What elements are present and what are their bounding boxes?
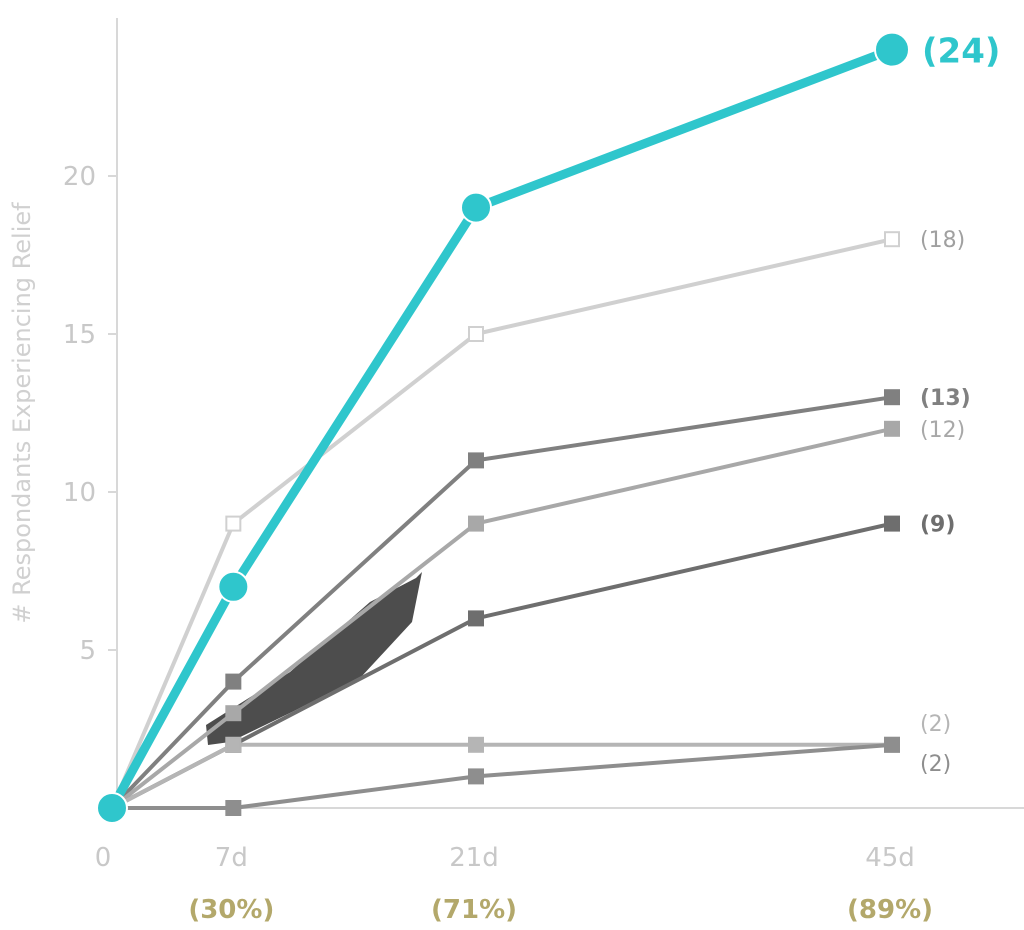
series-group xyxy=(96,31,910,824)
series-point-highlight xyxy=(96,792,128,824)
series-point xyxy=(884,389,900,406)
series-point xyxy=(884,231,900,248)
series-line xyxy=(110,237,893,809)
series-end-label: (24) xyxy=(922,32,1000,72)
y-tick-label: 5 xyxy=(79,636,96,666)
end-labels: (18) (13) (12) (9) (2) (2) (24) xyxy=(920,32,1000,777)
y-tick-label: 20 xyxy=(63,162,96,192)
series-line xyxy=(111,521,893,810)
percent-label: (30%) xyxy=(188,895,274,925)
series-point xyxy=(468,326,484,342)
percent-label: (71%) xyxy=(431,895,517,925)
series-line xyxy=(110,395,893,810)
x-tick-label: 21d xyxy=(449,843,499,873)
x-tick-label: 0 xyxy=(95,843,112,873)
series-point xyxy=(468,768,484,785)
series-point-highlight xyxy=(217,570,250,603)
series-end-label: (9) xyxy=(920,513,955,538)
series-end-label: (13) xyxy=(920,386,971,411)
series-point-highlight xyxy=(874,31,910,68)
series-point xyxy=(225,673,242,690)
series-point xyxy=(225,800,242,816)
series-end-label: (2) xyxy=(920,712,951,737)
series-point xyxy=(225,736,242,753)
series-end-label: (2) xyxy=(920,752,951,777)
y-tick-label: 10 xyxy=(63,478,96,508)
y-tick-label: 15 xyxy=(63,320,96,350)
series-point xyxy=(225,705,242,722)
y-ticks: 5 10 15 20 xyxy=(63,162,117,666)
series-line xyxy=(111,742,892,810)
x-ticks: 0 7d 21d 45d xyxy=(95,843,915,873)
series-line xyxy=(112,742,893,810)
series-point xyxy=(884,515,900,532)
series-point xyxy=(225,515,242,532)
y-axis-title: # Respondants Experiencing Relief xyxy=(8,202,36,624)
x-tick-label: 7d xyxy=(215,843,248,873)
axes xyxy=(116,18,1024,809)
series-point xyxy=(468,452,484,469)
series-line xyxy=(110,426,893,810)
series-point-highlight xyxy=(460,191,492,224)
percent-labels: (30%) (71%) (89%) xyxy=(188,895,933,925)
x-tick-label: 45d xyxy=(865,843,915,873)
series-point xyxy=(468,610,484,627)
percent-label: (89%) xyxy=(847,895,933,925)
series-end-label: (12) xyxy=(920,418,965,443)
series-point xyxy=(884,420,900,437)
series-end-label: (18) xyxy=(920,228,965,253)
smudge-artifact xyxy=(206,572,422,745)
series-line-highlight xyxy=(107,45,897,813)
series-point xyxy=(468,736,484,753)
series-point xyxy=(884,736,900,753)
series-point xyxy=(468,515,484,532)
